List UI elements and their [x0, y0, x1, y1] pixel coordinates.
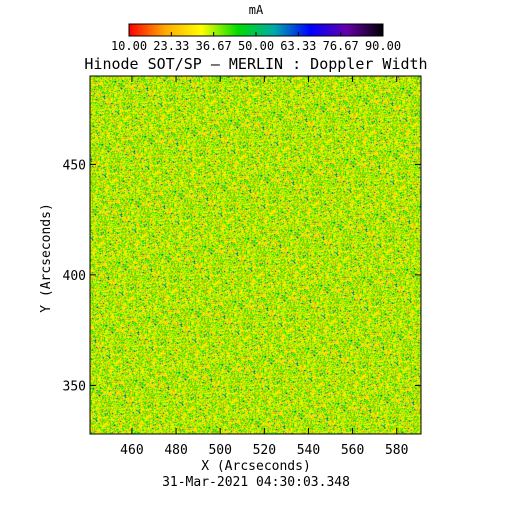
y-axis-label: Y (Arcseconds)	[39, 203, 54, 313]
colorbar-unit: mA	[249, 3, 264, 17]
y-axis: 350 400 450	[63, 158, 421, 394]
x-tick-label: 500	[208, 443, 231, 458]
x-tick-label: 580	[385, 443, 408, 458]
y-tick-label: 400	[63, 269, 86, 284]
y-tick-label: 350	[63, 379, 86, 394]
colorbar-ticks: 10.00 23.33 36.67 50.00 63.33 76.67 90.00	[111, 32, 401, 53]
plot-frame	[89, 75, 422, 435]
colorbar-tick-label: 23.33	[153, 39, 189, 53]
x-axis-label: X (Arcseconds)	[201, 459, 311, 474]
x-tick-label: 460	[120, 443, 143, 458]
colorbar-tick-label: 90.00	[365, 39, 401, 53]
colorbar-tick-label: 10.00	[111, 39, 147, 53]
x-tick-label: 560	[341, 443, 364, 458]
x-tick-label: 480	[164, 443, 187, 458]
colorbar-tick-label: 50.00	[238, 39, 274, 53]
colorbar-tick-label: 63.33	[280, 39, 316, 53]
chart-title: Hinode SOT/SP — MERLIN : Doppler Width	[84, 55, 427, 73]
x-axis: 460 480 500 520 540 560 580	[120, 76, 408, 458]
colorbar-tick-label: 76.67	[323, 39, 359, 53]
colorbar-tick-label: 36.67	[196, 39, 232, 53]
observation-timestamp: 31-Mar-2021 04:30:03.348	[162, 475, 350, 490]
y-tick-label: 450	[63, 158, 86, 173]
heatmap-area	[90, 76, 421, 434]
x-tick-label: 520	[253, 443, 276, 458]
heatmap-canvas	[90, 76, 421, 434]
x-tick-label: 540	[297, 443, 320, 458]
